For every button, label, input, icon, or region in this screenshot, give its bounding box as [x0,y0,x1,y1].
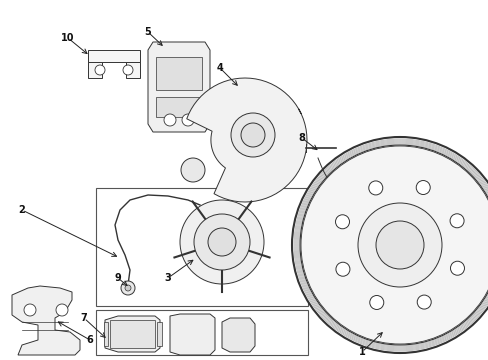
Circle shape [357,203,441,287]
Text: 4: 4 [216,63,223,73]
Circle shape [449,261,464,275]
Polygon shape [12,286,80,355]
Circle shape [56,304,68,316]
Polygon shape [156,57,202,90]
Polygon shape [186,78,306,202]
Polygon shape [156,97,202,117]
Bar [96,188,307,306]
Circle shape [368,181,382,195]
Text: 2: 2 [19,205,25,215]
Circle shape [181,158,204,182]
Circle shape [291,137,488,353]
Circle shape [95,65,105,75]
Circle shape [123,65,133,75]
Circle shape [182,114,194,126]
Circle shape [194,214,249,270]
Circle shape [301,146,488,344]
Circle shape [335,262,349,276]
Text: 5: 5 [144,27,151,37]
Polygon shape [105,316,160,352]
Polygon shape [126,62,140,78]
Bar [96,310,307,355]
Circle shape [230,113,274,157]
Circle shape [180,200,264,284]
Text: 1: 1 [358,347,365,357]
Circle shape [121,281,135,295]
Polygon shape [88,62,102,78]
Circle shape [125,285,131,291]
Circle shape [415,180,429,194]
Polygon shape [110,320,155,348]
Circle shape [416,295,430,309]
Polygon shape [157,322,162,346]
Text: 6: 6 [86,335,93,345]
Polygon shape [170,314,215,355]
Circle shape [332,180,342,190]
Circle shape [241,123,264,147]
Text: 7: 7 [81,313,87,323]
Polygon shape [222,318,254,352]
Circle shape [299,145,488,345]
Text: 8: 8 [298,133,305,143]
Text: 10: 10 [61,33,75,43]
Circle shape [207,228,236,256]
Circle shape [335,215,349,229]
Circle shape [163,114,176,126]
Circle shape [449,214,463,228]
Circle shape [369,296,383,310]
Polygon shape [104,322,108,346]
Text: 3: 3 [164,273,171,283]
Text: 9: 9 [114,273,121,283]
Circle shape [375,221,423,269]
Polygon shape [88,50,140,62]
Polygon shape [148,42,209,132]
Circle shape [24,304,36,316]
